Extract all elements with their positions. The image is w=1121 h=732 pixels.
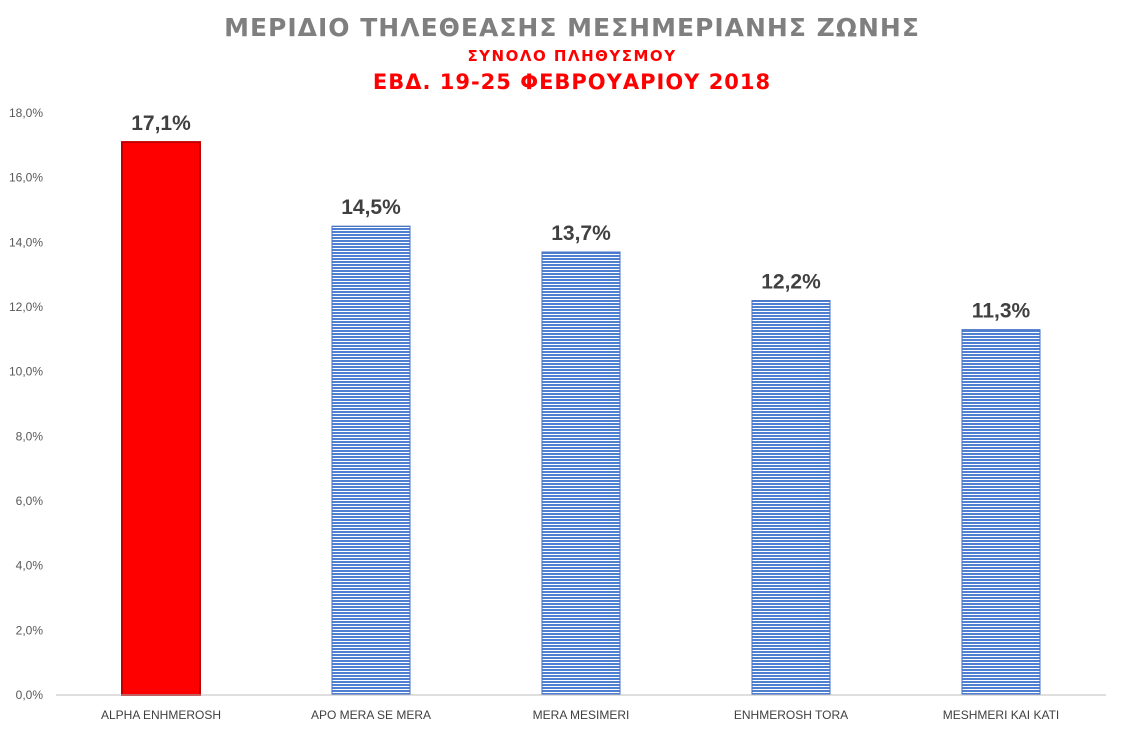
data-label: 13,7%: [551, 222, 611, 245]
bar: [121, 141, 201, 697]
y-tick-label: 8,0%: [16, 429, 44, 443]
data-label: 17,1%: [131, 112, 191, 135]
bar: [541, 251, 621, 696]
x-axis: ALPHA ENHMEROSH APO MERA SE MERA MERA MESI…: [101, 708, 1059, 722]
data-label: 11,3%: [972, 300, 1031, 323]
bar: [751, 300, 831, 696]
y-tick-label: 0,0%: [16, 688, 44, 702]
y-tick-label: 2,0%: [16, 623, 44, 637]
bar: [961, 329, 1041, 696]
bars-group: 17,1% 14,5% 13,7% 12,2% 11,3%: [121, 112, 1041, 697]
chart-title: ΜΕΡΙΔΙΟ ΤΗΛΕΘΕΑΣΗΣ ΜΕΣΗΜΕΡΙΑΝΗΣ ΖΩΝΗΣ: [224, 13, 920, 42]
y-tick-label: 4,0%: [16, 559, 44, 573]
y-tick-label: 6,0%: [16, 494, 44, 508]
x-tick-label: ENHMEROSH TORA: [734, 708, 848, 722]
y-tick-label: 14,0%: [9, 235, 43, 249]
x-tick-label: ALPHA ENHMEROSH: [101, 708, 221, 722]
chart-period: ΕΒΔ. 19-25 ΦΕΒΡΟΥΑΡΙΟΥ 2018: [373, 70, 771, 94]
x-tick-label: MERA MESIMERI: [533, 708, 630, 722]
x-tick-label: MESHMERI KAI KATI: [943, 708, 1059, 722]
y-tick-label: 12,0%: [9, 300, 43, 314]
data-label: 12,2%: [761, 271, 821, 294]
chart-subtitle: ΣΥΝΟΛΟ ΠΛΗΘΥΣΜΟΥ: [467, 47, 676, 65]
y-tick-label: 18,0%: [9, 106, 43, 120]
data-label: 14,5%: [341, 196, 401, 219]
x-tick-label: APO MERA SE MERA: [311, 708, 431, 722]
y-tick-label: 10,0%: [9, 365, 43, 379]
bar: [331, 225, 411, 696]
y-axis: 0,0% 2,0% 4,0% 6,0% 8,0% 10,0% 12,0% 14,0% 16,0%…: [9, 106, 43, 702]
y-tick-label: 16,0%: [9, 171, 43, 185]
